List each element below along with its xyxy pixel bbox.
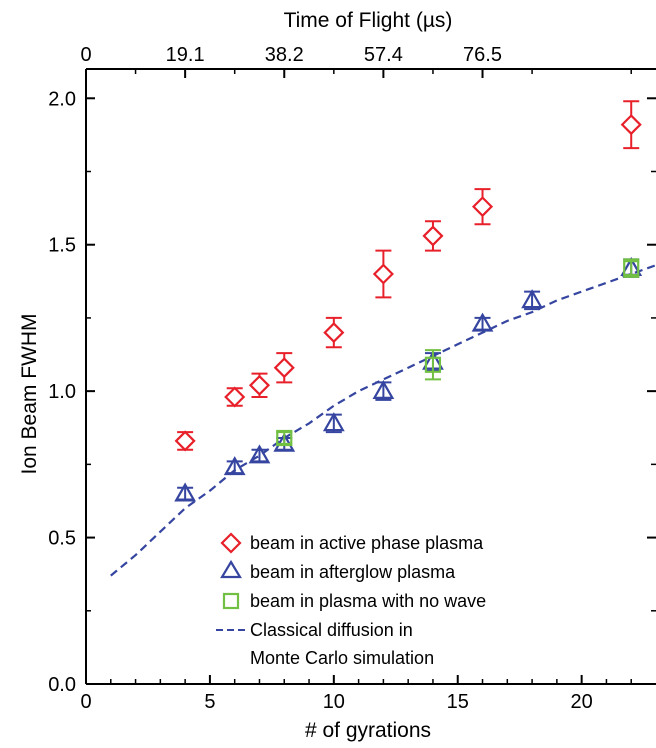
data-point-triangle: [223, 456, 246, 476]
y-tick-label: 2.0: [48, 88, 76, 110]
x-axis-title: # of gyrations: [305, 719, 431, 742]
data-point-diamond: [248, 374, 271, 396]
legend-marker-no-wave: [222, 592, 240, 610]
legend-marker-active: [220, 532, 242, 554]
series-active-phase: [174, 100, 642, 452]
x-tick-label: 5: [204, 691, 215, 713]
top-axis-title: Time of Flight (µs): [284, 9, 453, 32]
y-tick-label: 0.0: [48, 674, 76, 696]
top-tick-label: 57.4: [364, 44, 403, 66]
data-point-diamond: [273, 357, 295, 379]
legend-label-curve-line2: Monte Carlo simulation: [250, 648, 434, 668]
y-tick-label: 1.0: [48, 381, 76, 403]
y-tick-label: 1.5: [48, 235, 76, 257]
curve-layer: [110, 264, 656, 577]
data-point-square: [424, 356, 442, 373]
legend-label-no-wave: beam in plasma with no wave: [250, 591, 486, 611]
top-tick-label: 19.1: [166, 44, 205, 66]
x-tick-label: 20: [571, 691, 593, 713]
data-point-triangle: [273, 432, 296, 452]
data-point-triangle: [322, 412, 345, 432]
legend-label-curve: Classical diffusion in: [250, 620, 413, 640]
x-tick-label: 15: [447, 691, 469, 713]
legend: beam in active phase plasma beam in afte…: [216, 532, 486, 668]
data-point-triangle: [471, 312, 494, 332]
data-point-diamond: [372, 263, 394, 285]
bottom-axis-ticks: 0 5 10 15 20: [80, 675, 632, 713]
right-axis-ticks: [647, 97, 656, 685]
data-point-triangle: [521, 289, 543, 309]
x-tick-label: 0: [80, 691, 91, 713]
data-point-square: [276, 429, 293, 447]
data-point-triangle: [248, 444, 271, 464]
x-tick-label: 10: [323, 691, 345, 713]
top-tick-label: 76.5: [463, 44, 502, 66]
simulation-curve: [110, 264, 656, 577]
top-axis-ticks: 0 19.1 38.2 57.4 76.5: [80, 44, 632, 78]
data-point-diamond: [471, 196, 494, 218]
y-tick-label: 0.5: [48, 528, 76, 550]
left-axis-ticks: 0.0 0.5 1.0 1.5 2.0: [48, 88, 95, 696]
data-point-triangle: [372, 379, 395, 399]
y-axis-title: Ion Beam FWHM: [18, 313, 41, 474]
data-point-diamond: [422, 225, 444, 247]
data-point-diamond: [323, 322, 345, 344]
legend-label-active: beam in active phase plasma: [250, 533, 484, 553]
legend-label-afterglow: beam in afterglow plasma: [250, 562, 456, 582]
data-point-diamond: [620, 114, 642, 136]
data-point-diamond: [224, 386, 246, 408]
data-point-triangle: [174, 482, 197, 502]
legend-marker-afterglow: [220, 559, 242, 579]
data-point-square: [623, 260, 640, 277]
top-tick-label: 0: [80, 44, 91, 66]
series-layer: [174, 100, 643, 502]
top-tick-label: 38.2: [265, 44, 304, 66]
series-no-wave: [276, 258, 640, 447]
data-point-diamond: [174, 430, 196, 452]
